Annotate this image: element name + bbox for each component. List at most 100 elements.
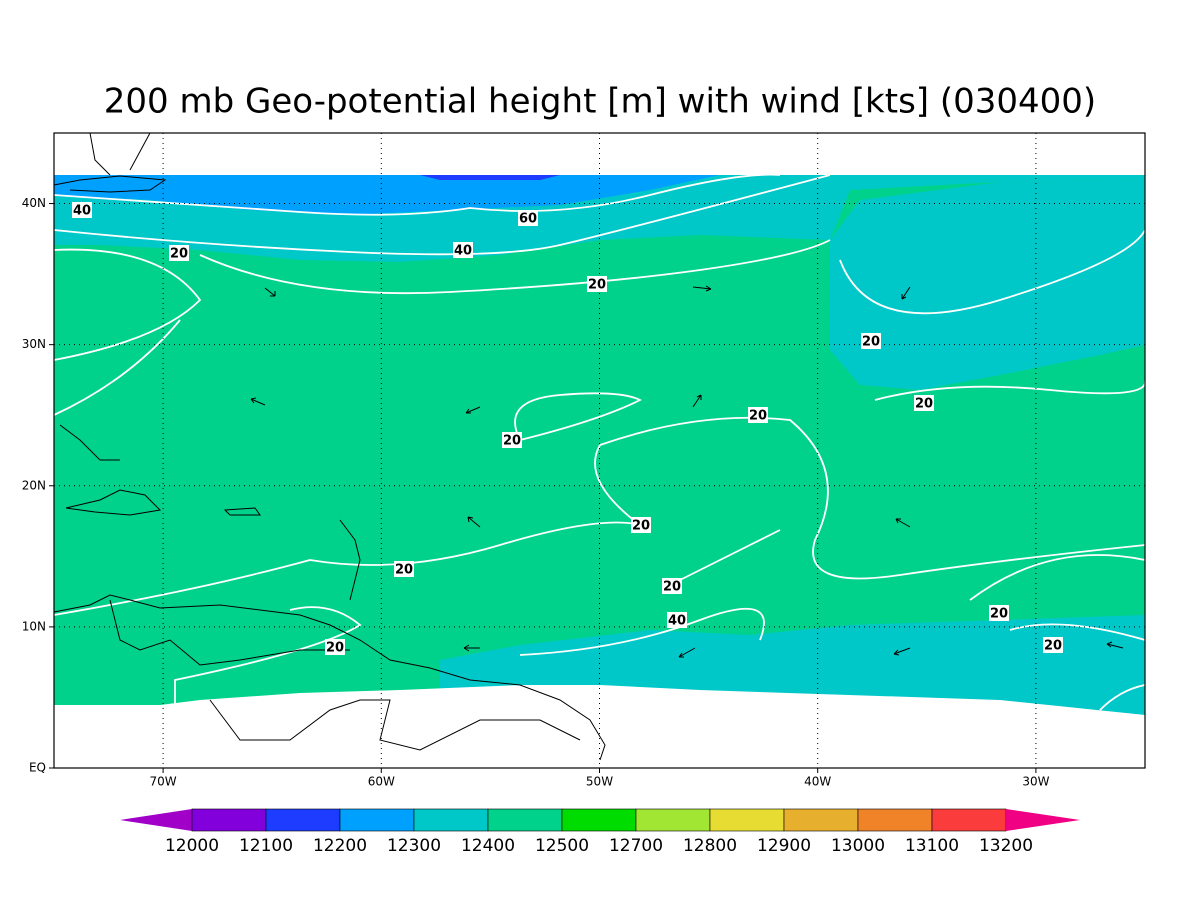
colorbar-low-triangle bbox=[120, 809, 192, 831]
wind-arrow bbox=[463, 644, 480, 652]
wind-arrow bbox=[250, 397, 266, 406]
wind-arrow bbox=[895, 518, 911, 528]
contours bbox=[53, 173, 1146, 711]
contour-label-box bbox=[394, 561, 414, 577]
coastline bbox=[53, 594, 606, 761]
colorbar-box bbox=[561, 808, 637, 832]
contour bbox=[514, 392, 643, 442]
colorbar-label: 12800 bbox=[683, 836, 737, 856]
colorbar-label: 12700 bbox=[609, 836, 663, 856]
colorbar-label: 12300 bbox=[387, 836, 441, 856]
contour-label-box bbox=[169, 245, 189, 261]
y-tick-label: 30N bbox=[22, 337, 46, 351]
contour bbox=[199, 239, 831, 295]
colorbar-box bbox=[487, 808, 563, 832]
contour bbox=[53, 444, 641, 616]
contour-label: 20 bbox=[862, 335, 880, 350]
contour bbox=[1009, 623, 1146, 711]
colorbar-label: 12200 bbox=[313, 836, 367, 856]
contour-label: 20 bbox=[915, 397, 933, 412]
colorbar-label: 12100 bbox=[239, 836, 293, 856]
colorbar-label: 12400 bbox=[461, 836, 515, 856]
fill-12300-south bbox=[440, 615, 1145, 715]
wind-arrow bbox=[678, 647, 696, 658]
contour bbox=[53, 248, 202, 361]
contour-label: 20 bbox=[170, 247, 188, 262]
contour-label-box bbox=[662, 578, 682, 594]
contour-label-box bbox=[587, 276, 607, 292]
colorbar-label: 13000 bbox=[831, 836, 885, 856]
wind-arrow bbox=[692, 285, 712, 292]
colorbar-box bbox=[339, 808, 415, 832]
y-tick-label: 40N bbox=[22, 196, 46, 210]
contour-label: 60 bbox=[519, 212, 537, 227]
no-data bbox=[54, 685, 1145, 768]
contour-label: 20 bbox=[326, 641, 344, 656]
contour-label: 20 bbox=[749, 409, 767, 424]
wind-arrow bbox=[264, 287, 276, 297]
colorbar: 12000 12100 12200 12300 12400 12500 12700 12800… bbox=[120, 808, 1080, 856]
y-tick-label: 10N bbox=[22, 619, 46, 633]
coastline bbox=[89, 132, 151, 176]
contour-label-box bbox=[914, 395, 934, 411]
contour-label-box bbox=[325, 639, 345, 655]
contour-label: 20 bbox=[395, 563, 413, 578]
colorbar-box bbox=[191, 808, 267, 832]
x-tick-label: 50W bbox=[586, 775, 613, 789]
contour-label: 20 bbox=[588, 278, 606, 293]
contour-label-box bbox=[502, 432, 522, 448]
contour-label-box bbox=[1043, 637, 1063, 653]
wind-arrow bbox=[901, 286, 911, 300]
contour bbox=[679, 529, 781, 581]
fill-12100 bbox=[420, 175, 560, 180]
wind-arrow bbox=[465, 406, 481, 414]
wind-arrow bbox=[1106, 641, 1124, 649]
contour bbox=[53, 319, 181, 416]
contour-label: 20 bbox=[503, 434, 521, 449]
contour bbox=[519, 607, 765, 656]
axes: 70W 60W 50W 40W 30W EQ 10N 20N 30N 40N bbox=[22, 196, 1050, 788]
colorbar-box bbox=[931, 808, 1007, 832]
colorbar-box bbox=[783, 808, 859, 832]
colorbar-label: 12000 bbox=[165, 836, 219, 856]
contour-label: 20 bbox=[663, 580, 681, 595]
contour-label-box bbox=[989, 605, 1009, 621]
contour-label-box bbox=[861, 333, 881, 349]
x-tick-label: 30W bbox=[1022, 775, 1049, 789]
x-tick-label: 70W bbox=[150, 775, 177, 789]
coastline bbox=[53, 175, 167, 193]
y-tick-label: 20N bbox=[22, 478, 46, 492]
contour-label-box bbox=[72, 202, 92, 218]
contour-label-box bbox=[748, 407, 768, 423]
x-tick-label: 60W bbox=[368, 775, 395, 789]
map-title: 200 mb Geo-potential height [m] with win… bbox=[104, 82, 1096, 122]
contour-label-box bbox=[518, 210, 538, 226]
contour-label: 40 bbox=[73, 204, 91, 219]
y-tick-label: EQ bbox=[29, 761, 46, 775]
coastlines bbox=[53, 132, 606, 761]
contour-label: 40 bbox=[668, 614, 686, 629]
fill-12300-east bbox=[830, 180, 1145, 390]
contour-label: 40 bbox=[454, 244, 472, 259]
contour-label: 20 bbox=[632, 519, 650, 534]
colorbar-label: 13100 bbox=[905, 836, 959, 856]
wind-vectors bbox=[250, 285, 1124, 658]
wind-arrow bbox=[467, 516, 481, 528]
contour bbox=[174, 606, 362, 705]
fill-12200 bbox=[54, 175, 720, 215]
x-tick-label: 40W bbox=[804, 775, 831, 789]
colorbar-label: 13200 bbox=[979, 836, 1033, 856]
contour bbox=[839, 229, 1146, 315]
coastline bbox=[59, 424, 361, 601]
wind-arrow bbox=[692, 394, 702, 408]
colorbar-high-triangle bbox=[1006, 809, 1080, 831]
colorbar-box bbox=[265, 808, 341, 832]
contour bbox=[874, 379, 1146, 401]
contour bbox=[599, 416, 1146, 580]
contour-label-box bbox=[631, 517, 651, 533]
contour-labels: 40 60 40 20 20 20 20 20 20 20 20 20 20 40 20 20 bbox=[72, 202, 1063, 656]
colorbar-box bbox=[413, 808, 489, 832]
contour-label-box bbox=[453, 242, 473, 258]
contour-label-box bbox=[667, 612, 687, 628]
